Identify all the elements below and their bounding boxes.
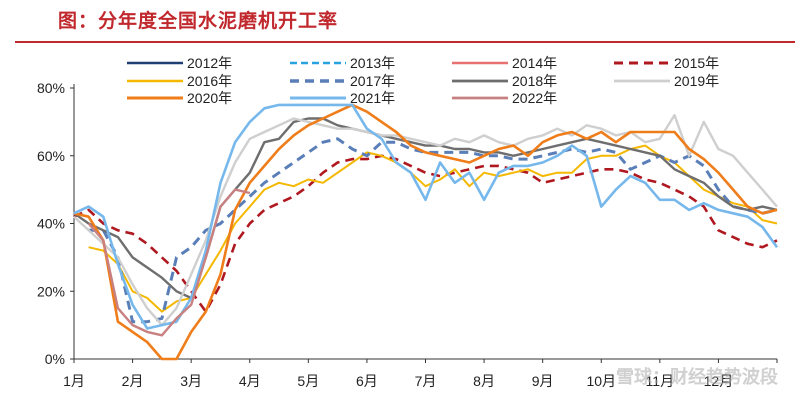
legend-item-8: 2020年 — [127, 90, 232, 106]
legend-label: 2015年 — [674, 55, 719, 71]
series-line-4 — [88, 144, 778, 313]
y-tick-label: 80% — [37, 80, 65, 96]
chart-series — [73, 103, 779, 361]
legend-item-0: 2012年 — [127, 55, 232, 71]
legend-label: 2020年 — [187, 90, 232, 106]
legend-item-9: 2021年 — [290, 90, 395, 106]
x-tick-label: 7月 — [415, 373, 437, 389]
legend-item-7: 2019年 — [614, 73, 719, 89]
x-tick-label: 9月 — [532, 373, 554, 389]
legend-label: 2013年 — [350, 55, 395, 71]
x-tick-label: 6月 — [356, 373, 378, 389]
x-tick-label: 1月 — [63, 373, 85, 389]
legend-item-2: 2014年 — [452, 55, 557, 71]
y-tick-label: 40% — [37, 216, 65, 232]
legend-label: 2014年 — [512, 55, 557, 71]
x-tick-label: 5月 — [297, 373, 319, 389]
legend-label: 2022年 — [512, 90, 557, 106]
chart-legend: 2012年 2013年 2014年 2015年 2016年 2017年 2018年 2019年… — [127, 55, 719, 106]
legend-item-1: 2013年 — [290, 55, 395, 71]
series-line-3 — [73, 154, 778, 313]
watermark: 雪球：财经趋势波段 — [616, 367, 778, 388]
legend-item-6: 2018年 — [452, 73, 557, 89]
series-line-7 — [73, 113, 778, 327]
legend-label: 2017年 — [350, 73, 395, 89]
legend-item-3: 2015年 — [614, 55, 719, 71]
legend-label: 2021年 — [350, 90, 395, 106]
series-line-8 — [73, 103, 778, 361]
x-tick-label: 10月 — [586, 373, 616, 389]
x-tick-label: 3月 — [180, 373, 202, 389]
x-tick-label: 11月 — [646, 373, 675, 389]
title-rule — [15, 41, 795, 43]
legend-label: 2018年 — [512, 73, 557, 89]
chart-axes: 0% 20% 40% 60% 80% 1月 2月 3月 4月 5月 6月 7月 8月 9月 10月 11月 12… — [37, 80, 778, 389]
legend-label: 2019年 — [674, 73, 719, 89]
y-tick-label: 0% — [45, 351, 65, 367]
x-tick-label: 12月 — [704, 373, 734, 389]
legend-label: 2016年 — [187, 73, 232, 89]
legend-item-10: 2022年 — [452, 90, 557, 106]
y-tick-label: 60% — [37, 148, 65, 164]
legend-item-4: 2016年 — [127, 73, 232, 89]
chart-title: 图：分年度全国水泥磨机开工率 — [58, 10, 339, 32]
series-line-9 — [73, 103, 779, 330]
series-line-6 — [73, 117, 778, 300]
legend-item-5: 2017年 — [290, 73, 395, 89]
legend-label: 2012年 — [187, 55, 232, 71]
x-tick-label: 2月 — [122, 373, 144, 389]
y-tick-label: 20% — [37, 283, 65, 299]
x-tick-label: 8月 — [473, 373, 495, 389]
x-tick-label: 4月 — [239, 373, 261, 389]
series-line-10 — [87, 188, 251, 337]
